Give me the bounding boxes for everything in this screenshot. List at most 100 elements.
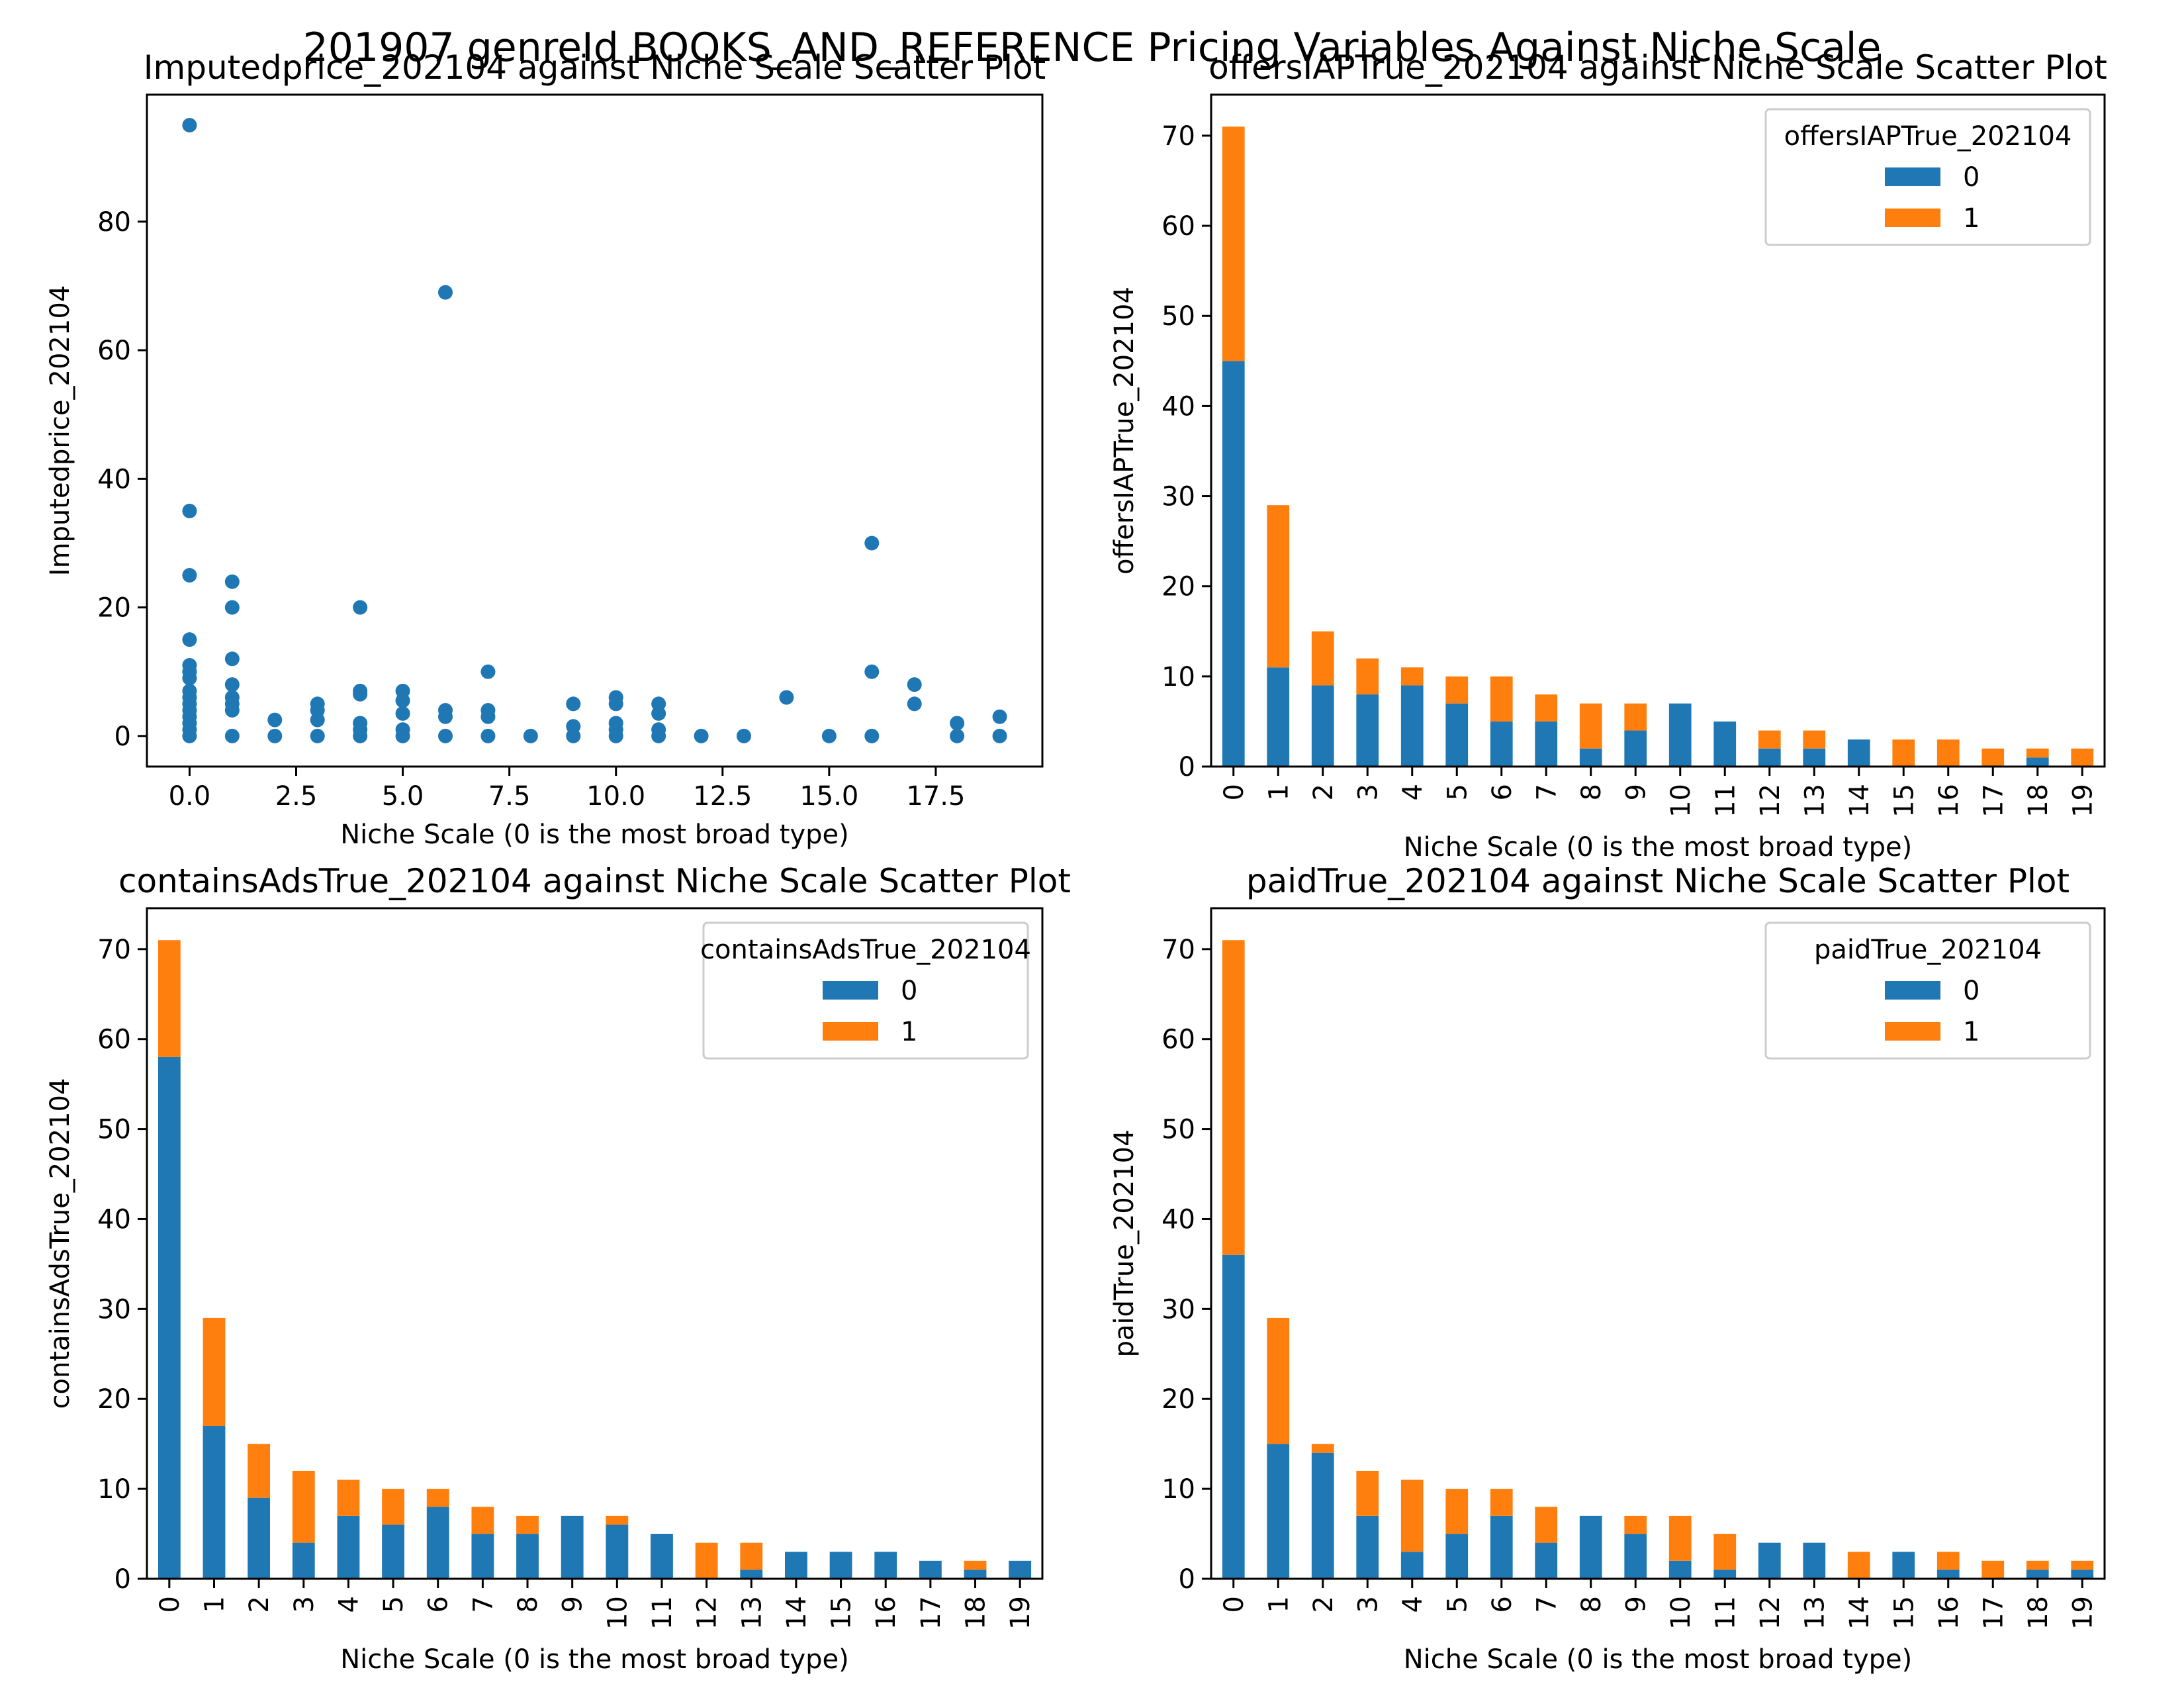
scatter-point xyxy=(438,285,453,300)
scatter-point xyxy=(907,696,922,712)
scatter-point xyxy=(950,728,965,743)
x-tick-label: 2 xyxy=(1308,1596,1339,1613)
scatter-point xyxy=(224,651,240,667)
bar-series-0 xyxy=(1713,1570,1737,1579)
bar-series-1 xyxy=(1490,1489,1513,1516)
legend-swatch-0 xyxy=(1885,981,1940,1000)
x-tick-label: 12 xyxy=(1755,784,1786,818)
y-axis-label: containsAdsTrue_202104 xyxy=(45,1078,75,1409)
y-axis-label: offersIAPTrue_202104 xyxy=(1109,287,1140,575)
bar-series-0 xyxy=(1311,685,1334,767)
y-tick-label: 70 xyxy=(1161,121,1195,152)
y-tick-label: 70 xyxy=(97,935,131,965)
bar-series-1 xyxy=(1579,703,1602,749)
legend: paidTrue_202104 0 1 xyxy=(1764,921,2091,1060)
x-tick-label: 5 xyxy=(1442,784,1473,800)
chart-panel-2: containsAdsTrue_202104 against Niche Sca… xyxy=(45,862,1071,1675)
x-tick-label: 6 xyxy=(1487,1596,1518,1613)
bar-series-1 xyxy=(1400,1479,1424,1552)
y-tick-label: 0 xyxy=(114,722,131,752)
x-tick-label: 19 xyxy=(1005,1596,1036,1630)
charts-container: Imputedprice_202104 against Niche Scale … xyxy=(45,48,2107,1675)
bar-series-1 xyxy=(964,1560,987,1570)
bar-series-1 xyxy=(1400,667,1424,686)
scatter-point xyxy=(224,728,240,743)
y-tick-label: 40 xyxy=(97,1204,131,1235)
x-axis-label: Niche Scale (0 is the most broad type) xyxy=(340,1644,849,1675)
scatter-point xyxy=(694,728,709,743)
bar-series-1 xyxy=(426,1489,449,1507)
bar-series-1 xyxy=(1356,658,1379,695)
scatter-point xyxy=(267,728,283,743)
x-tick-label: 12 xyxy=(1755,1596,1786,1630)
y-tick-label: 50 xyxy=(1161,1115,1195,1145)
x-tick-label: 9 xyxy=(558,1596,588,1613)
x-tick-label: 0.0 xyxy=(169,781,211,812)
y-axis-label: Imputedprice_202104 xyxy=(45,285,75,576)
bar-series-0 xyxy=(203,1426,226,1579)
bar-series-1 xyxy=(2071,748,2094,767)
chart-title: containsAdsTrue_202104 against Niche Sca… xyxy=(118,862,1071,900)
bar-series-1 xyxy=(1535,694,1558,722)
x-tick-label: 8 xyxy=(513,1596,543,1613)
bar-series-0 xyxy=(1356,694,1379,767)
legend-swatch-1 xyxy=(823,1022,878,1041)
bar-series-1 xyxy=(1222,126,1245,361)
scatter-point xyxy=(566,728,581,743)
x-tick-label: 17 xyxy=(1978,1596,2009,1630)
x-tick-label: 13 xyxy=(1799,1596,1830,1630)
legend-label-1: 1 xyxy=(901,1017,917,1047)
x-tick-label: 15 xyxy=(827,1596,857,1630)
x-tick-label: 5.0 xyxy=(382,781,424,812)
x-tick-label: 4 xyxy=(334,1596,364,1613)
x-tick-label: 16 xyxy=(871,1596,901,1630)
bar-series-0 xyxy=(2071,1570,2094,1579)
bar-series-0 xyxy=(1713,721,1737,767)
bar-series-0 xyxy=(1445,703,1469,767)
x-tick-label: 2.5 xyxy=(275,781,318,812)
legend-title: offersIAPTrue_202104 xyxy=(1784,121,2072,152)
legend-label-1: 1 xyxy=(1963,1017,1979,1047)
bar-series-1 xyxy=(1624,1515,1647,1534)
bar-series-0 xyxy=(1579,1515,1602,1579)
scatter-point xyxy=(992,709,1007,724)
x-tick-label: 2 xyxy=(1308,784,1339,800)
bar-series-1 xyxy=(516,1515,539,1534)
x-tick-label: 2 xyxy=(244,1596,275,1613)
scatter-point xyxy=(438,709,453,724)
scatter-point xyxy=(779,690,794,705)
x-tick-label: 14 xyxy=(1844,1596,1875,1630)
bar-series-1 xyxy=(1847,1552,1870,1579)
x-tick-label: 16 xyxy=(1934,1596,1964,1630)
x-tick-label: 5 xyxy=(1442,1596,1473,1613)
y-tick-label: 0 xyxy=(114,1564,131,1595)
x-tick-label: 15 xyxy=(1889,784,1919,818)
x-tick-label: 1 xyxy=(1263,1596,1294,1613)
x-tick-label: 11 xyxy=(647,1596,678,1630)
bar-series-0 xyxy=(516,1534,539,1579)
scatter-point xyxy=(224,677,240,692)
bar-series-0 xyxy=(919,1560,942,1579)
y-tick-label: 40 xyxy=(97,464,131,494)
x-axis-label: Niche Scale (0 is the most broad type) xyxy=(340,820,849,850)
bar-series-1 xyxy=(1490,676,1513,722)
scatter-point xyxy=(821,728,837,743)
y-tick-label: 80 xyxy=(97,207,131,238)
y-tick-label: 10 xyxy=(1161,1474,1195,1505)
bar-series-1 xyxy=(2026,1560,2049,1570)
scatter-point xyxy=(182,503,197,518)
y-tick-label: 60 xyxy=(97,1025,131,1055)
scatter-point xyxy=(310,712,325,727)
bar-series-1 xyxy=(1356,1470,1379,1516)
bar-series-0 xyxy=(1892,1552,1915,1579)
x-tick-label: 15.0 xyxy=(799,781,858,812)
bar-series-0 xyxy=(1009,1560,1032,1579)
y-tick-label: 20 xyxy=(1161,572,1195,602)
bar-series-0 xyxy=(1803,748,1826,767)
bar-series-1 xyxy=(471,1507,494,1534)
bar-series-1 xyxy=(1803,730,1826,749)
y-tick-label: 40 xyxy=(1161,1204,1195,1235)
y-tick-label: 0 xyxy=(1179,1564,1195,1595)
x-tick-label: 9 xyxy=(1621,784,1651,800)
